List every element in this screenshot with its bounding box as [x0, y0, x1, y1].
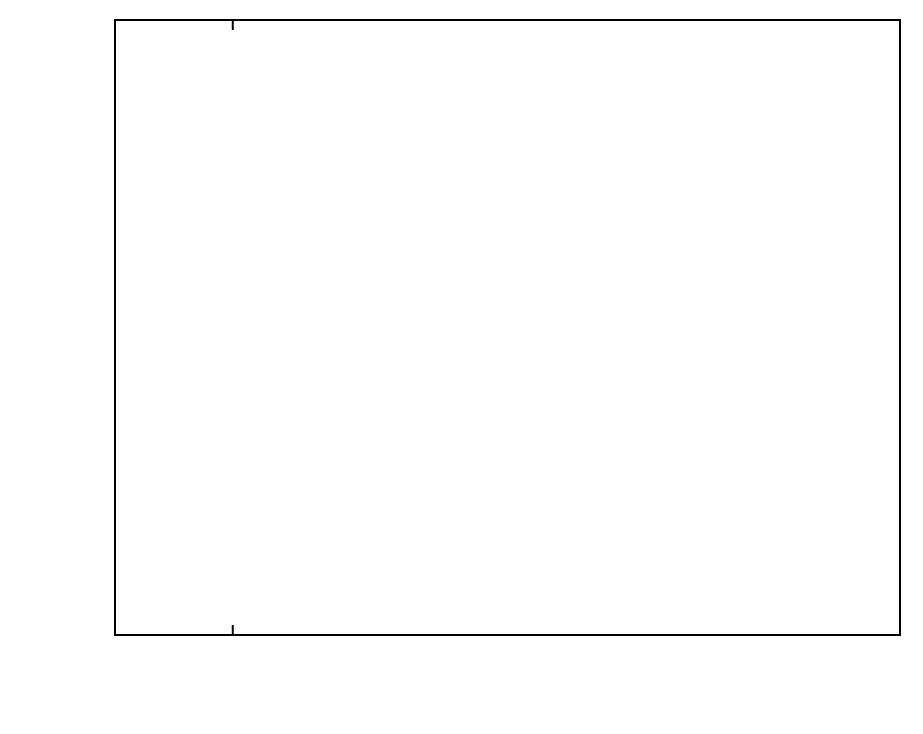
hrd-chart: [0, 0, 923, 734]
chart-container: [0, 0, 923, 734]
